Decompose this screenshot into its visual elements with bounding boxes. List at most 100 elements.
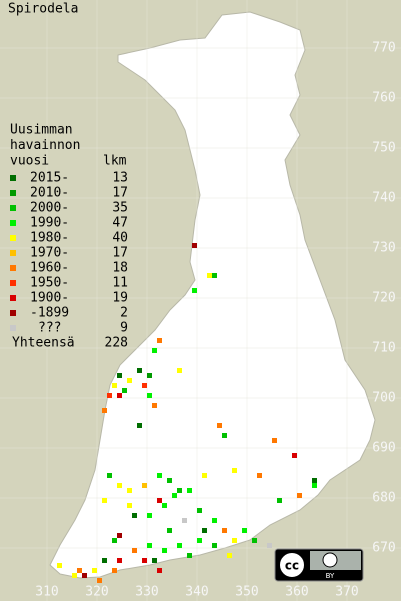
occurrence-square (112, 568, 117, 573)
occurrence-square (222, 528, 227, 533)
occurrence-square (167, 478, 172, 483)
y-tick-label: 710 (372, 341, 395, 356)
x-tick-label: 360 (285, 585, 308, 600)
occurrence-square (177, 543, 182, 548)
occurrence-square (162, 503, 167, 508)
legend-count: 35 (112, 201, 128, 216)
occurrence-square (172, 493, 177, 498)
y-tick-label: 760 (372, 91, 395, 106)
occurrence-square (102, 498, 107, 503)
occurrence-square (152, 558, 157, 563)
legend-label: 1990- (30, 216, 69, 231)
occurrence-square (277, 498, 282, 503)
occurrence-square (167, 528, 172, 533)
legend-count: 19 (112, 291, 128, 306)
legend-swatch (10, 295, 16, 301)
y-tick-label: 690 (372, 441, 395, 456)
by-label: BY (326, 572, 335, 580)
x-tick-label: 330 (135, 585, 158, 600)
y-tick-label: 730 (372, 241, 395, 256)
legend-count: 47 (112, 216, 128, 231)
legend-title: vuosi (10, 154, 49, 169)
y-tick-label: 680 (372, 491, 395, 506)
occurrence-square (127, 378, 132, 383)
occurrence-square (257, 473, 262, 478)
legend-count: 18 (112, 261, 128, 276)
occurrence-square (127, 503, 132, 508)
legend-total-label: Yhteensä (12, 336, 75, 351)
occurrence-square (217, 423, 222, 428)
legend-count: 17 (112, 246, 128, 261)
occurrence-square (312, 478, 317, 483)
legend-label: 2000- (30, 201, 69, 216)
legend-label: 1900- (30, 291, 69, 306)
legend-label: ??? (38, 321, 61, 336)
occurrence-square (82, 573, 87, 578)
occurrence-square (207, 273, 212, 278)
legend-swatch (10, 190, 16, 196)
y-tick-label: 700 (372, 391, 395, 406)
occurrence-square (227, 553, 232, 558)
occurrence-square (222, 433, 227, 438)
cc-icon: cc (285, 559, 299, 573)
occurrence-square (192, 243, 197, 248)
occurrence-square (77, 568, 82, 573)
occurrence-square (107, 393, 112, 398)
legend-count: 13 (112, 171, 128, 186)
legend-count: 9 (120, 321, 128, 336)
occurrence-square (117, 373, 122, 378)
occurrence-square (142, 383, 147, 388)
occurrence-square (147, 513, 152, 518)
occurrence-square (102, 558, 107, 563)
occurrence-square (177, 368, 182, 373)
occurrence-square (72, 573, 77, 578)
occurrence-square (112, 538, 117, 543)
occurrence-square (152, 403, 157, 408)
occurrence-square (252, 538, 257, 543)
occurrence-squares (57, 243, 317, 583)
occurrence-square (147, 543, 152, 548)
occurrence-square (202, 528, 207, 533)
legend-title: Uusimman (10, 123, 73, 138)
legend-swatch (10, 265, 16, 271)
occurrence-square (117, 533, 122, 538)
legend-swatch (10, 235, 16, 241)
occurrence-square (112, 383, 117, 388)
occurrence-square (212, 543, 217, 548)
legend-swatch (10, 220, 16, 226)
occurrence-square (187, 488, 192, 493)
occurrence-square (177, 488, 182, 493)
y-tick-label: 720 (372, 291, 395, 306)
occurrence-square (127, 488, 132, 493)
occurrence-square (117, 558, 122, 563)
map-title: Spirodela (8, 2, 78, 17)
occurrence-square (132, 548, 137, 553)
legend-label: 1980- (30, 231, 69, 246)
occurrence-square (117, 483, 122, 488)
y-tick-label: 740 (372, 191, 395, 206)
by-icon (322, 552, 338, 568)
occurrence-square (122, 388, 127, 393)
finland-outline (49, 11, 376, 579)
occurrence-square (162, 548, 167, 553)
legend-count: 11 (112, 276, 128, 291)
legend-label: 1960- (30, 261, 69, 276)
occurrence-square (147, 373, 152, 378)
occurrence-square (197, 538, 202, 543)
y-tick-label: 750 (372, 141, 395, 156)
occurrence-square (137, 423, 142, 428)
occurrence-square (232, 468, 237, 473)
x-tick-label: 370 (335, 585, 358, 600)
occurrence-square (137, 368, 142, 373)
legend-total: 228 (105, 336, 128, 351)
legend-swatch (10, 205, 16, 211)
legend-count-header: lkm (103, 154, 127, 169)
occurrence-square (102, 408, 107, 413)
occurrence-square (212, 273, 217, 278)
occurrence-square (242, 528, 247, 533)
occurrence-square (57, 563, 62, 568)
occurrence-square (197, 508, 202, 513)
legend-count: 17 (112, 186, 128, 201)
occurrence-square (157, 498, 162, 503)
